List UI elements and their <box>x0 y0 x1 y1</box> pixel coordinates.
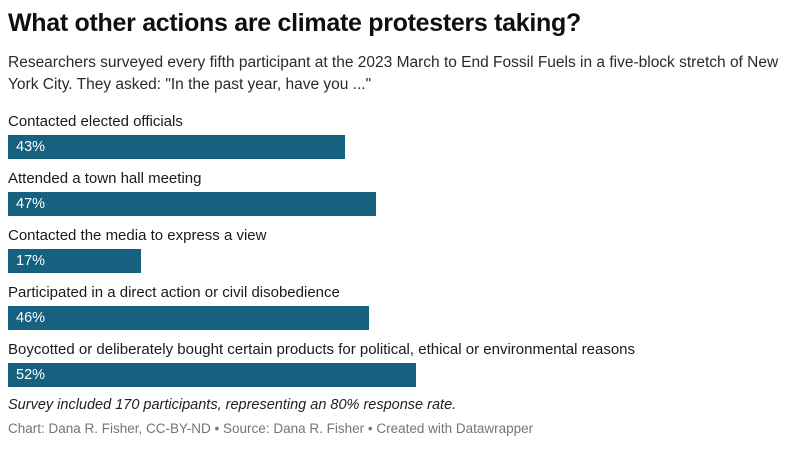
chart-description: Researchers surveyed every fifth partici… <box>8 54 779 93</box>
chart-title: What other actions are climate protester… <box>8 9 581 37</box>
bar-value-label: 46% <box>16 310 46 326</box>
chart-notes: Survey included 170 participants, repres… <box>8 397 457 413</box>
chart-row: Contacted elected officials 43% <box>8 112 792 159</box>
bar-chart: Contacted elected officials 43% Attended… <box>8 112 792 387</box>
bar-value-label: 47% <box>16 196 46 212</box>
category-label-direct-action: Participated in a direct action or civil… <box>8 284 340 301</box>
bar-contacted-media: 17% <box>8 249 142 273</box>
bar-value-label: 17% <box>16 253 46 269</box>
datawrapper-credit-link[interactable]: Created with Datawrapper <box>376 421 534 436</box>
category-label-boycotted: Boycotted or deliberately bought certain… <box>8 341 636 358</box>
bar-contacted-officials: 43% <box>8 135 346 159</box>
bar-boycotted: 52% <box>8 363 416 387</box>
chart-row: Attended a town hall meeting 47% <box>8 169 792 216</box>
chart-row: Participated in a direct action or civil… <box>8 283 792 330</box>
bar-value-label: 43% <box>16 139 46 155</box>
category-label-contacted-officials: Contacted elected officials <box>8 113 183 130</box>
bar-town-hall: 47% <box>8 192 377 216</box>
category-label-contacted-media: Contacted the media to express a view <box>8 227 267 244</box>
chart-credit: Chart: Dana R. Fisher, CC-BY-ND • Source… <box>8 421 792 437</box>
credit-byline: Chart: Dana R. Fisher, CC-BY-ND • Source… <box>8 421 377 436</box>
bar-direct-action: 46% <box>8 306 369 330</box>
chart-row: Contacted the media to express a view 17… <box>8 226 792 273</box>
bar-value-label: 52% <box>16 367 46 383</box>
chart-row: Boycotted or deliberately bought certain… <box>8 340 792 387</box>
category-label-town-hall: Attended a town hall meeting <box>8 170 202 187</box>
